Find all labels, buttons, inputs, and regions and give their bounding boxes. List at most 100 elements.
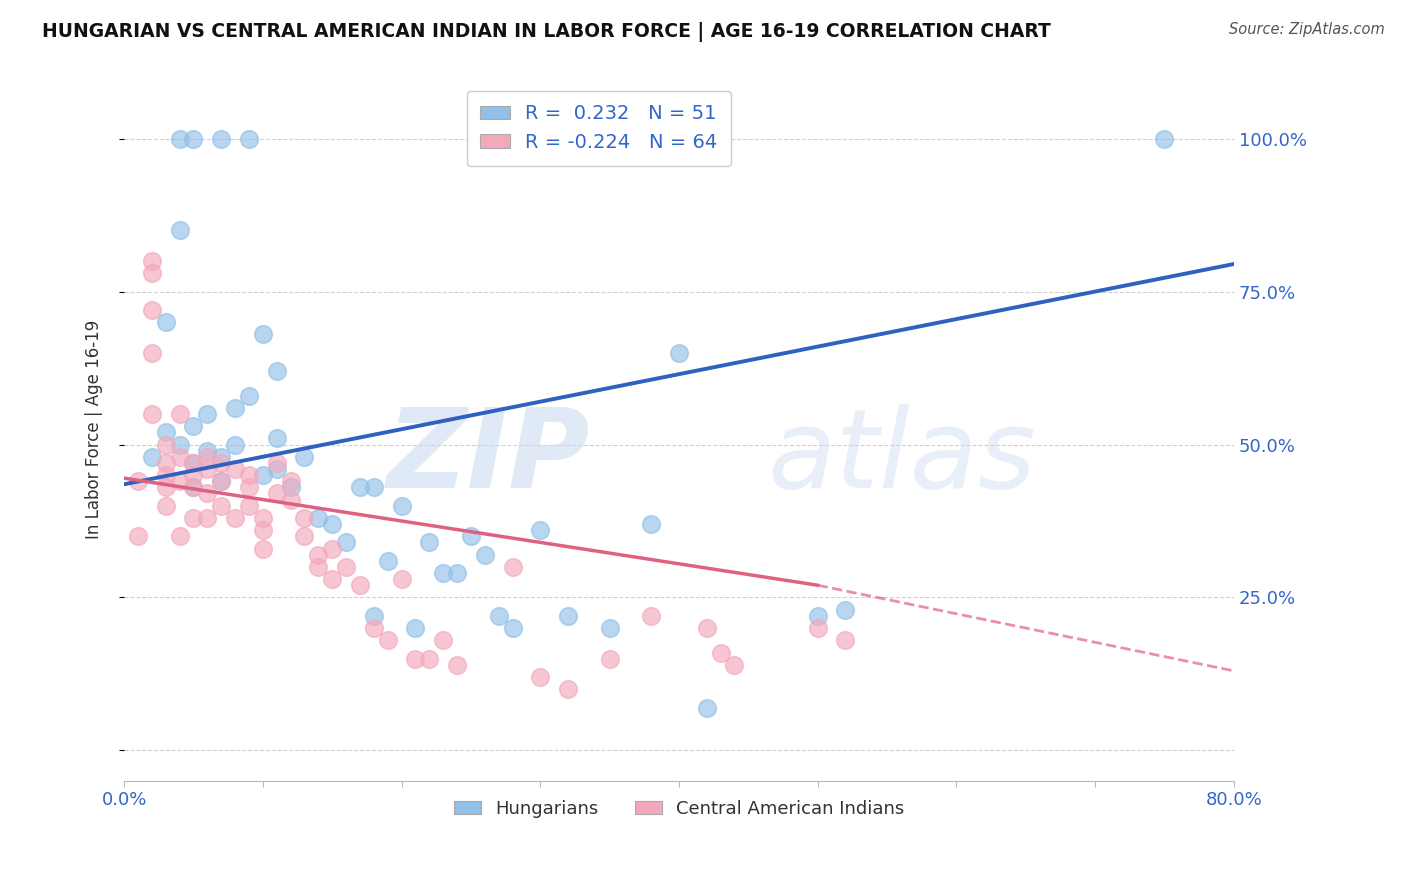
Point	[391, 499, 413, 513]
Point	[502, 621, 524, 635]
Point	[209, 131, 232, 145]
Y-axis label: In Labor Force | Age 16-19: In Labor Force | Age 16-19	[86, 319, 103, 539]
Point	[696, 700, 718, 714]
Point	[280, 480, 302, 494]
Point	[238, 468, 260, 483]
Point	[238, 499, 260, 513]
Point	[155, 315, 177, 329]
Point	[127, 529, 149, 543]
Point	[363, 608, 385, 623]
Point	[280, 492, 302, 507]
Point	[446, 566, 468, 580]
Legend: Hungarians, Central American Indians: Hungarians, Central American Indians	[446, 792, 911, 825]
Point	[252, 327, 274, 342]
Point	[529, 670, 551, 684]
Point	[432, 566, 454, 580]
Point	[195, 486, 218, 500]
Point	[183, 480, 205, 494]
Point	[266, 486, 288, 500]
Point	[529, 523, 551, 537]
Point	[640, 608, 662, 623]
Point	[307, 560, 329, 574]
Point	[266, 431, 288, 445]
Point	[599, 651, 621, 665]
Point	[183, 511, 205, 525]
Point	[209, 474, 232, 488]
Point	[252, 511, 274, 525]
Point	[668, 345, 690, 359]
Point	[377, 633, 399, 648]
Point	[723, 657, 745, 672]
Point	[141, 407, 163, 421]
Point	[557, 682, 579, 697]
Point	[418, 535, 440, 549]
Point	[834, 633, 856, 648]
Point	[252, 468, 274, 483]
Point	[183, 131, 205, 145]
Point	[1153, 131, 1175, 145]
Point	[141, 345, 163, 359]
Point	[807, 621, 830, 635]
Point	[183, 480, 205, 494]
Point	[321, 572, 343, 586]
Point	[238, 131, 260, 145]
Point	[252, 523, 274, 537]
Point	[418, 651, 440, 665]
Point	[321, 541, 343, 556]
Point	[640, 516, 662, 531]
Point	[266, 364, 288, 378]
Point	[488, 608, 510, 623]
Point	[209, 456, 232, 470]
Point	[349, 578, 371, 592]
Text: Source: ZipAtlas.com: Source: ZipAtlas.com	[1229, 22, 1385, 37]
Point	[183, 419, 205, 434]
Point	[280, 474, 302, 488]
Point	[224, 462, 246, 476]
Point	[169, 529, 191, 543]
Point	[183, 468, 205, 483]
Point	[446, 657, 468, 672]
Point	[266, 462, 288, 476]
Point	[195, 443, 218, 458]
Point	[834, 603, 856, 617]
Point	[155, 425, 177, 440]
Point	[141, 302, 163, 317]
Point	[294, 529, 316, 543]
Point	[266, 456, 288, 470]
Text: ZIP: ZIP	[387, 404, 591, 511]
Point	[209, 450, 232, 464]
Point	[155, 437, 177, 451]
Point	[307, 511, 329, 525]
Point	[363, 480, 385, 494]
Point	[557, 608, 579, 623]
Point	[183, 456, 205, 470]
Point	[155, 468, 177, 483]
Point	[169, 450, 191, 464]
Point	[321, 516, 343, 531]
Point	[195, 450, 218, 464]
Point	[169, 407, 191, 421]
Point	[169, 131, 191, 145]
Point	[238, 480, 260, 494]
Point	[404, 621, 426, 635]
Point	[238, 388, 260, 402]
Point	[141, 450, 163, 464]
Point	[224, 511, 246, 525]
Point	[363, 621, 385, 635]
Point	[224, 437, 246, 451]
Point	[169, 474, 191, 488]
Point	[432, 633, 454, 648]
Point	[474, 548, 496, 562]
Point	[460, 529, 482, 543]
Point	[141, 254, 163, 268]
Point	[155, 480, 177, 494]
Point	[209, 474, 232, 488]
Point	[195, 407, 218, 421]
Point	[183, 456, 205, 470]
Point	[391, 572, 413, 586]
Text: atlas: atlas	[768, 404, 1036, 511]
Point	[224, 401, 246, 415]
Point	[195, 462, 218, 476]
Text: HUNGARIAN VS CENTRAL AMERICAN INDIAN IN LABOR FORCE | AGE 16-19 CORRELATION CHAR: HUNGARIAN VS CENTRAL AMERICAN INDIAN IN …	[42, 22, 1052, 42]
Point	[349, 480, 371, 494]
